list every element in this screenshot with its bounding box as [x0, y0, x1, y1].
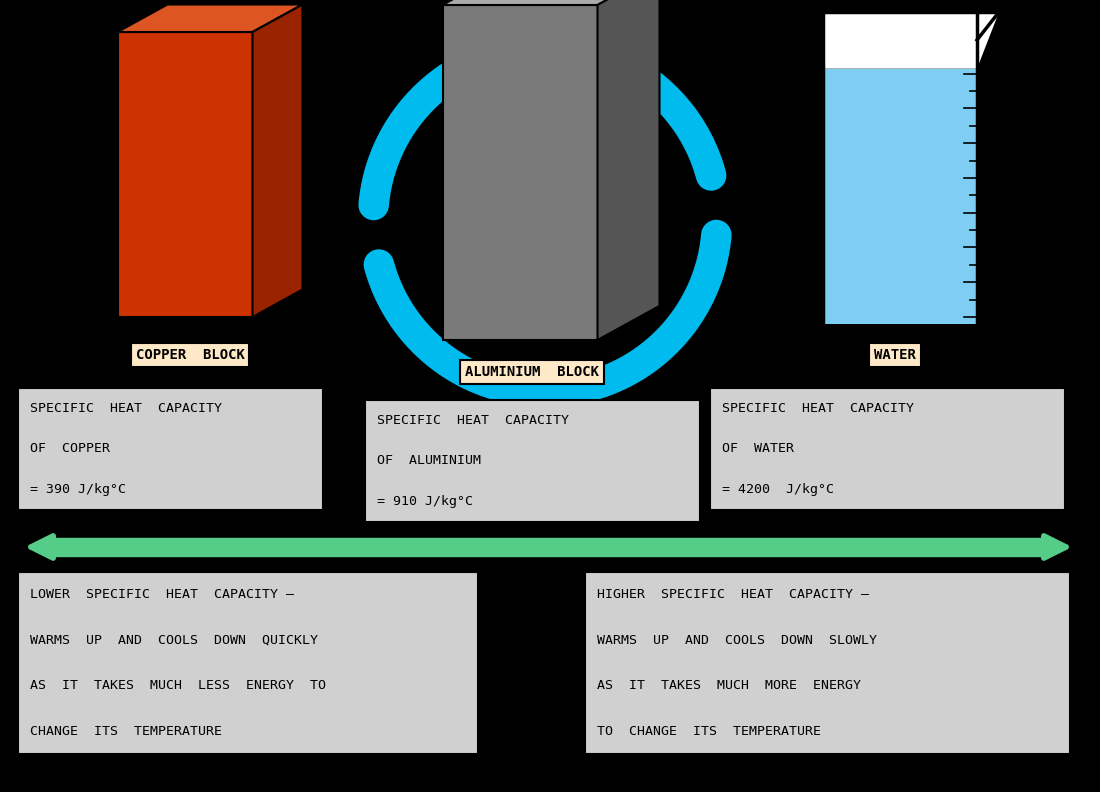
Polygon shape — [118, 32, 253, 317]
Text: LOWER  SPECIFIC  HEAT  CAPACITY –: LOWER SPECIFIC HEAT CAPACITY – — [30, 588, 294, 601]
Text: SPECIFIC  HEAT  CAPACITY: SPECIFIC HEAT CAPACITY — [377, 414, 569, 427]
FancyBboxPatch shape — [710, 388, 1065, 510]
Polygon shape — [118, 5, 303, 32]
FancyBboxPatch shape — [365, 400, 700, 522]
Text: WARMS  UP  AND  COOLS  DOWN  QUICKLY: WARMS UP AND COOLS DOWN QUICKLY — [30, 634, 318, 647]
Text: TO  CHANGE  ITS  TEMPERATURE: TO CHANGE ITS TEMPERATURE — [597, 725, 821, 738]
Text: OF  ALUMINIUM: OF ALUMINIUM — [377, 455, 481, 467]
Text: WATER: WATER — [874, 348, 916, 362]
FancyBboxPatch shape — [585, 572, 1070, 754]
Text: WARMS  UP  AND  COOLS  DOWN  SLOWLY: WARMS UP AND COOLS DOWN SLOWLY — [597, 634, 877, 647]
Text: ALUMINIUM  BLOCK: ALUMINIUM BLOCK — [465, 365, 600, 379]
Polygon shape — [597, 0, 660, 340]
Polygon shape — [442, 5, 597, 340]
Text: = 4200  J/kg°C: = 4200 J/kg°C — [722, 483, 834, 496]
Text: SPECIFIC  HEAT  CAPACITY: SPECIFIC HEAT CAPACITY — [722, 402, 914, 415]
FancyBboxPatch shape — [18, 388, 323, 510]
Polygon shape — [253, 5, 302, 317]
FancyBboxPatch shape — [18, 572, 478, 754]
Text: HIGHER  SPECIFIC  HEAT  CAPACITY –: HIGHER SPECIFIC HEAT CAPACITY – — [597, 588, 869, 601]
Text: COPPER  BLOCK: COPPER BLOCK — [135, 348, 244, 362]
Text: CHANGE  ITS  TEMPERATURE: CHANGE ITS TEMPERATURE — [30, 725, 222, 738]
Text: = 390 J/kg°C: = 390 J/kg°C — [30, 483, 127, 496]
Text: SPECIFIC  HEAT  CAPACITY: SPECIFIC HEAT CAPACITY — [30, 402, 222, 415]
Text: AS  IT  TAKES  MUCH  MORE  ENERGY: AS IT TAKES MUCH MORE ENERGY — [597, 680, 861, 692]
Polygon shape — [442, 0, 660, 5]
Polygon shape — [823, 12, 999, 69]
Polygon shape — [824, 69, 976, 324]
Text: OF  WATER: OF WATER — [722, 443, 794, 455]
Text: = 910 J/kg°C: = 910 J/kg°C — [377, 495, 473, 508]
Text: AS  IT  TAKES  MUCH  LESS  ENERGY  TO: AS IT TAKES MUCH LESS ENERGY TO — [30, 680, 326, 692]
Text: OF  COPPER: OF COPPER — [30, 443, 110, 455]
